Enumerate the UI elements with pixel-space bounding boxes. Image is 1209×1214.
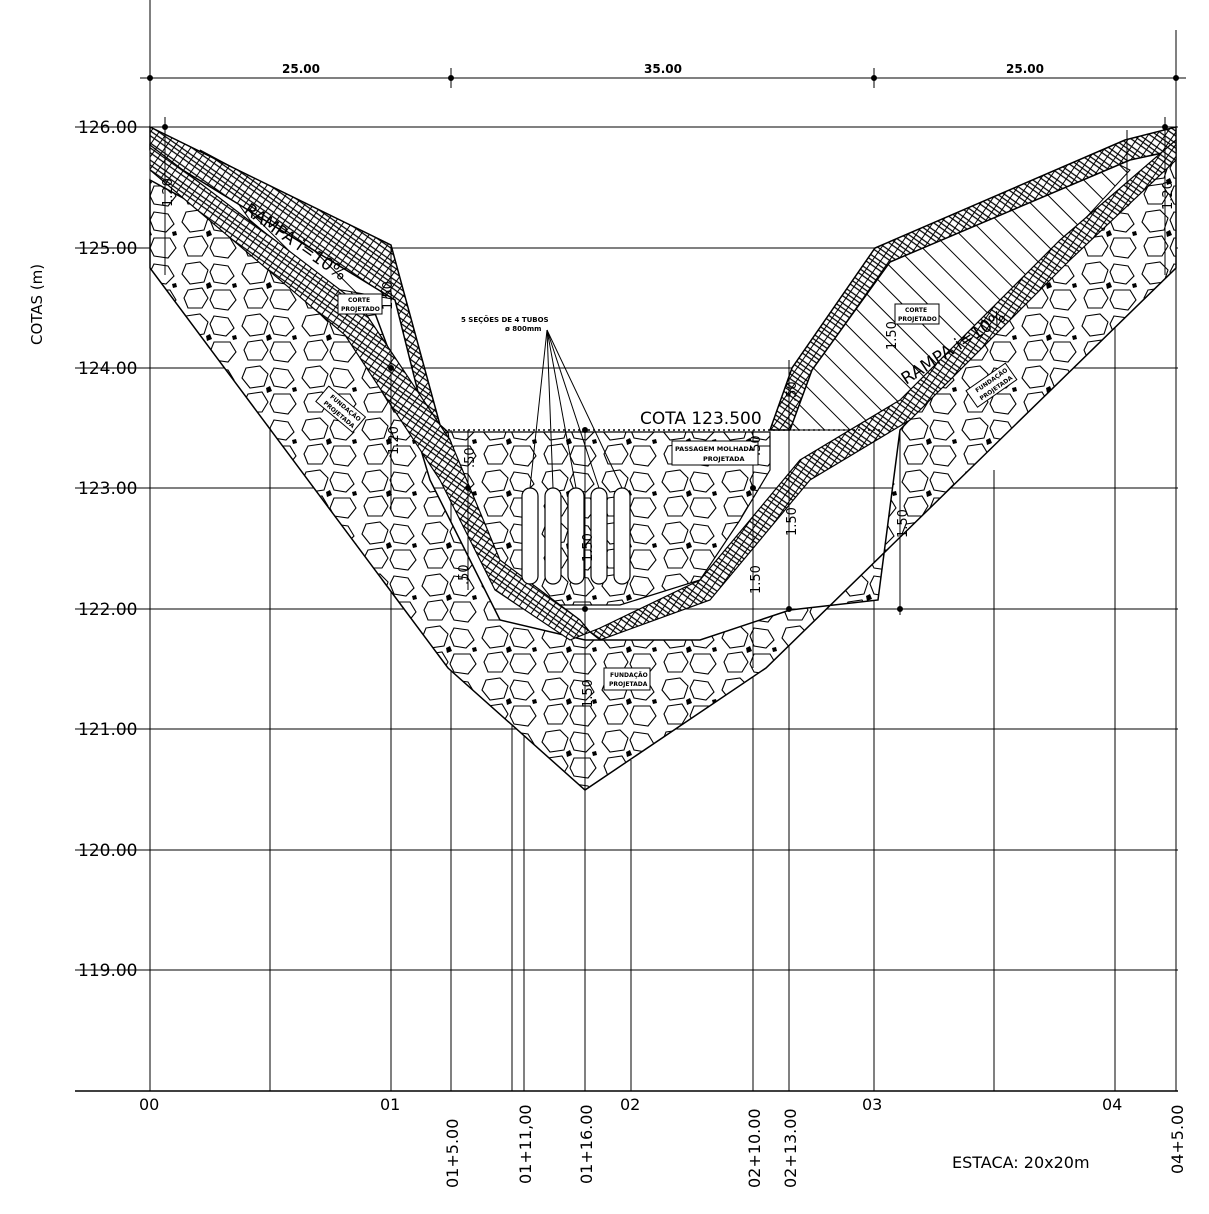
station-label-vertical: 01+16.00 [577,1104,596,1184]
elevation-label: 119.00 [78,961,137,981]
elevation-label: 120.00 [78,841,137,861]
thickness-label: 1.50 [896,509,911,538]
thickness-label: 1.50 [885,321,900,350]
elevation-label: 125.00 [78,239,137,259]
elevation-label: 124.00 [78,359,137,379]
box-text: CORTE [348,297,370,304]
dimension-label: 25.00 [1006,62,1044,76]
thickness-label: .50 [749,435,764,456]
thickness-label: 1.50 [785,507,800,536]
station-label: 03 [862,1095,882,1114]
station-labels: 00 01 02 03 04 [139,1095,1122,1114]
tubes-group [521,487,631,585]
dimension-label: 35.00 [644,62,682,76]
station-label: 00 [139,1095,159,1114]
scale-note: ESTACA: 20x20m [952,1153,1090,1172]
station-label-vertical: 02+13.00 [781,1108,800,1188]
station-label: 01 [380,1095,400,1114]
station-label: 02 [620,1095,640,1114]
thickness-label: .50 [463,447,478,468]
station-label: 04 [1102,1095,1122,1114]
thickness-label: 1.20 [161,178,176,207]
thickness-label: .50 [457,564,472,585]
station-label-vertical: 04+5.00 [1168,1105,1187,1174]
thickness-label: 1.50 [381,281,396,310]
box-text: PROJETADO [898,316,937,323]
station-label-vertical: 02+10.00 [745,1108,764,1188]
box-text: CORTE [905,307,927,314]
corte-right-box: CORTE PROJETADO [894,303,940,325]
station-label-vertical: 01+11,00 [516,1104,535,1184]
passagem-box: PASSAGEM MOLHADA PROJETADA [671,440,759,466]
thickness-label: 1.50 [581,533,596,562]
thickness-label: 1.50 [749,565,764,594]
elevation-label: 122.00 [78,600,137,620]
dimension-labels: 25.00 35.00 25.00 [282,62,1044,76]
corte-left-box: CORTE PROJETADO [337,293,383,315]
thickness-label: 1.50 [581,679,596,708]
axis-title: COTAS (m) [28,264,46,345]
elevation-markers [162,117,1168,790]
elevation-label: 123.00 [78,479,137,499]
dimension-line [140,68,1186,88]
box-text: FUNDAÇÃO [610,672,648,679]
thickness-label: 1.20 [387,426,402,455]
dimension-label: 25.00 [282,62,320,76]
elevation-label: 126.00 [78,118,137,138]
elevation-labels: 126.00 125.00 124.00 123.00 122.00 121.0… [78,118,137,981]
thickness-label: 1.20 [1161,181,1176,210]
box-text: PASSAGEM MOLHADA [675,445,754,453]
box-text: PROJETADA [703,455,745,463]
tubes-note-line1: 5 SEÇÕES DE 4 TUBOS [461,315,549,324]
tubes-leader [529,329,623,489]
tubes-note-line2: ø 800mm [505,325,541,333]
weave-right-ramp [588,138,1177,641]
station-label-vertical: 01+5.00 [443,1119,462,1188]
thickness-labels: 1.20 1.20 1.20 .50 .50 .50 .50 1.50 1.50… [161,178,1176,708]
thickness-label: .50 [785,381,800,402]
box-text: PROJETADA [609,681,648,688]
weave-left-ramp [149,143,591,641]
cota-label: COTA 123.500 [640,409,762,429]
fundacao-center-box: FUNDAÇÃO PROJETADA [603,667,651,691]
station-labels-vertical: 01+5.00 01+11,00 01+16.00 02+10.00 02+13… [443,1104,1187,1188]
box-text: PROJETADO [341,306,380,313]
elevation-label: 121.00 [78,720,137,740]
